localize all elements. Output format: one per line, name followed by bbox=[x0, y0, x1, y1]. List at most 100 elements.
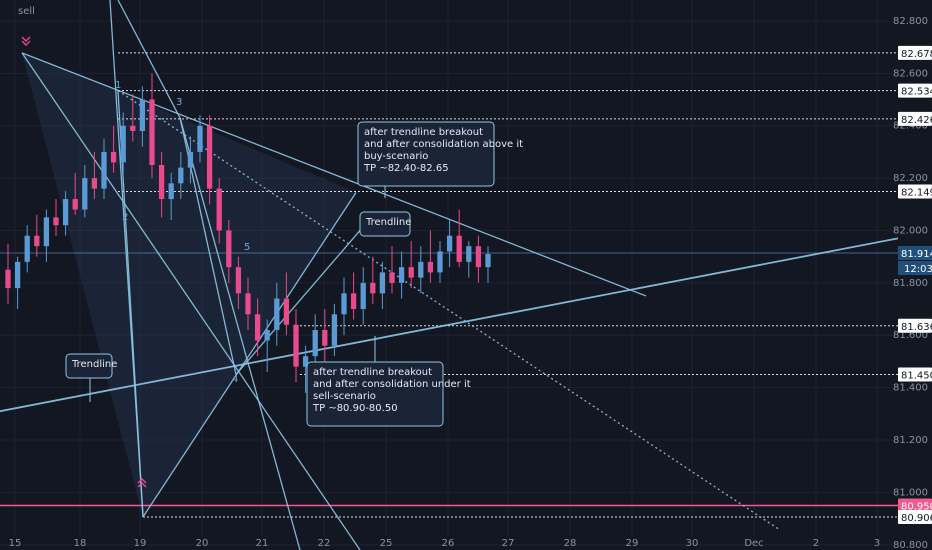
candles bbox=[5, 73, 491, 393]
candle-body bbox=[158, 165, 165, 200]
candle-body bbox=[43, 217, 50, 247]
wave-label: 3 bbox=[176, 97, 182, 108]
candle-body bbox=[34, 235, 40, 247]
candle-body bbox=[389, 272, 395, 283]
trendline[interactable] bbox=[179, 117, 301, 550]
price-tag[interactable] bbox=[898, 510, 932, 524]
annotation-text: TP ~82.40-82.65 bbox=[363, 163, 449, 174]
candle-body bbox=[312, 330, 318, 357]
candle-body bbox=[101, 151, 107, 189]
price-tag-label: 80.950 bbox=[901, 501, 932, 512]
current-price-tag[interactable] bbox=[898, 246, 932, 260]
price-tag-label: 82.678 bbox=[901, 49, 932, 60]
x-tick-label: 19 bbox=[134, 538, 147, 549]
annotation-text: and after consolidation above it bbox=[364, 139, 523, 150]
x-tick-label: Dec bbox=[744, 538, 763, 549]
annotation-text: TP ~80.90-80.50 bbox=[312, 403, 398, 414]
candle-body bbox=[91, 178, 98, 189]
trendlines[interactable] bbox=[0, 0, 899, 550]
trendline[interactable] bbox=[0, 237, 899, 413]
y-tick-label: 80.800 bbox=[893, 540, 928, 550]
annotation-text: after trendline breakout bbox=[364, 127, 483, 138]
candle-body bbox=[341, 293, 347, 315]
candle-body bbox=[466, 246, 472, 262]
annotation-text: and after consolidation under it bbox=[313, 379, 471, 390]
x-tick-label: 29 bbox=[626, 538, 639, 549]
x-tick-label: 21 bbox=[256, 538, 269, 549]
candle-body bbox=[120, 125, 126, 163]
grid bbox=[0, 0, 898, 546]
candle-body bbox=[456, 235, 462, 262]
candle-body bbox=[178, 167, 184, 184]
candle-body bbox=[293, 324, 299, 367]
y-tick-label: 82.800 bbox=[893, 16, 928, 27]
x-tick-label: 20 bbox=[196, 538, 209, 549]
x-tick-label: 15 bbox=[9, 538, 22, 549]
y-tick-label: 82.200 bbox=[893, 173, 928, 184]
price-tag[interactable] bbox=[898, 367, 932, 382]
candle-body bbox=[235, 267, 242, 294]
candle-body bbox=[350, 293, 357, 310]
price-tag-label: 80.906 bbox=[901, 513, 932, 524]
trendline[interactable] bbox=[117, 0, 181, 119]
wave-label: 5 bbox=[244, 242, 250, 253]
price-tag-label: 82.534 bbox=[901, 87, 932, 98]
x-tick-label: 2 bbox=[813, 538, 819, 549]
trendline[interactable] bbox=[235, 230, 361, 375]
candle-body bbox=[322, 330, 328, 346]
candle-body bbox=[62, 199, 69, 226]
candle-body bbox=[302, 356, 309, 367]
price-tag-label: 81.450 bbox=[901, 371, 932, 382]
price-tag[interactable] bbox=[898, 45, 932, 60]
trendline[interactable] bbox=[21, 52, 361, 550]
candle-body bbox=[226, 230, 232, 268]
price-tag[interactable] bbox=[898, 111, 932, 126]
annotation-box[interactable] bbox=[357, 121, 495, 187]
trendline[interactable] bbox=[109, 0, 144, 518]
x-tick-label: 3 bbox=[874, 538, 880, 549]
candle-body bbox=[398, 267, 405, 283]
x-tick-label: 22 bbox=[318, 538, 331, 549]
wave-label: 1 bbox=[115, 80, 121, 91]
y-tick-label: 81.600 bbox=[893, 330, 928, 341]
x-tick-label: 28 bbox=[564, 538, 577, 549]
horizontal-levels bbox=[0, 52, 898, 518]
candle-body bbox=[14, 261, 21, 289]
candle-body bbox=[446, 235, 453, 252]
price-axis[interactable]: 82.800 82.600 82.400 82.200 82.000 81.800 81.6… bbox=[893, 16, 932, 550]
candle-body bbox=[110, 151, 117, 163]
trendline[interactable] bbox=[21, 52, 647, 297]
candle-body bbox=[264, 330, 270, 341]
x-tick-label: 26 bbox=[442, 538, 455, 549]
candle-body bbox=[53, 217, 59, 226]
price-tag-label: 82.149 bbox=[901, 187, 932, 198]
annotation-box[interactable] bbox=[359, 211, 411, 237]
time-axis[interactable]: 15 18 19 20 21 22 25 26 27 28 29 30 Dec 2 3 bbox=[9, 538, 881, 549]
candle-body bbox=[72, 199, 78, 210]
price-tag[interactable] bbox=[898, 318, 932, 333]
price-tag[interactable] bbox=[898, 83, 932, 98]
wave-label: 4 bbox=[232, 374, 238, 385]
candle-body bbox=[206, 125, 213, 189]
candle-body bbox=[427, 261, 434, 273]
y-tick-label: 82.000 bbox=[893, 225, 928, 236]
price-tag[interactable] bbox=[898, 184, 932, 199]
candle-body bbox=[82, 178, 88, 210]
x-tick-label: 27 bbox=[502, 538, 515, 549]
candle-body bbox=[139, 99, 146, 131]
sell-arrow-icon bbox=[21, 36, 31, 46]
candle-body bbox=[437, 251, 443, 273]
candle-body bbox=[418, 261, 424, 278]
annotation-text: Trendline bbox=[71, 359, 117, 370]
x-tick-label: 18 bbox=[74, 538, 87, 549]
price-tag-label: 81.636 bbox=[901, 322, 932, 333]
candle-body bbox=[187, 151, 194, 168]
trendline[interactable] bbox=[142, 192, 357, 518]
y-tick-label: 82.600 bbox=[893, 68, 928, 79]
annotation-box[interactable] bbox=[65, 353, 113, 379]
candle-body bbox=[254, 314, 261, 341]
price-tag[interactable] bbox=[898, 498, 932, 513]
candle-body bbox=[360, 282, 366, 310]
